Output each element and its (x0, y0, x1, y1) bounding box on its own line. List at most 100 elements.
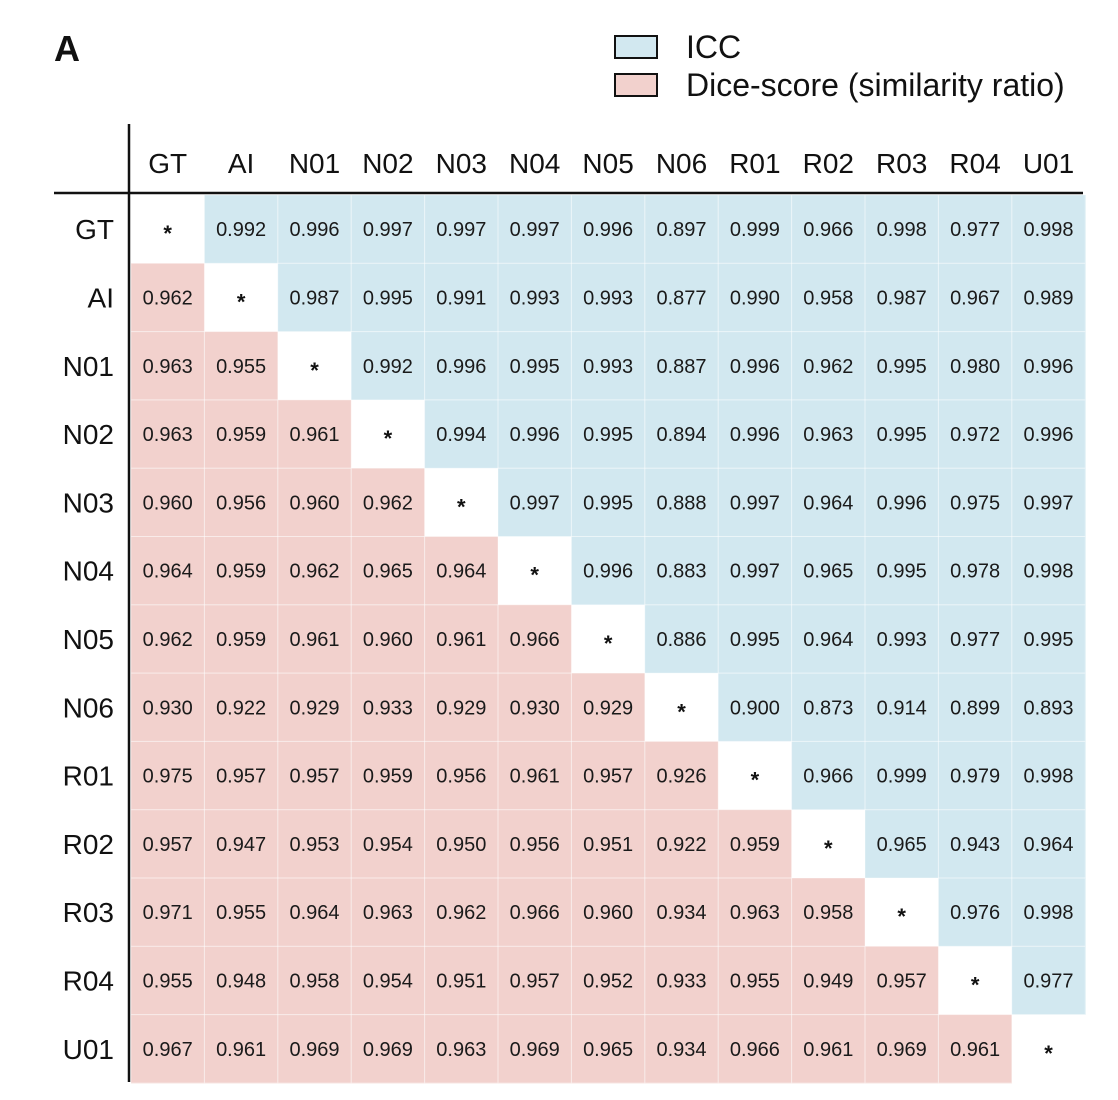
heatmap-cell (865, 331, 939, 401)
cell-border (937, 194, 1013, 264)
row-header: N04 (63, 556, 114, 587)
heatmap-cell (865, 946, 939, 1016)
icc-value-label: 0.977 (950, 219, 1000, 241)
cell-border (277, 536, 352, 606)
heatmap-cell (571, 468, 646, 537)
icc-value-label: 0.992 (363, 356, 413, 378)
cell-border (1011, 809, 1086, 879)
heatmap-cell (644, 741, 719, 811)
heatmap-cell (644, 604, 719, 674)
cell-border (277, 1014, 352, 1084)
heatmap-cell (1011, 946, 1086, 1016)
cell-border (350, 809, 426, 879)
cell-border (864, 672, 939, 742)
column-header: U01 (1023, 148, 1074, 179)
cell-border (717, 604, 793, 674)
cell-border (937, 536, 1013, 606)
heatmap-cell (424, 604, 499, 674)
cell-border (864, 262, 939, 333)
heatmap-cell (277, 331, 352, 401)
icc-value-label: 0.897 (656, 219, 706, 241)
icc-value-label: 0.987 (877, 287, 927, 309)
heatmap-cell (131, 399, 205, 469)
dice-value-label: 0.955 (143, 970, 193, 992)
icc-value-label: 0.873 (803, 697, 853, 719)
heatmap-cell (938, 263, 1013, 333)
cell-border (130, 1014, 205, 1084)
cell-border (644, 262, 719, 333)
cell-border (497, 877, 572, 947)
column-header: N02 (362, 148, 413, 179)
cell-border (1011, 536, 1086, 606)
dice-value-label: 0.959 (216, 561, 266, 583)
icc-value-label: 0.965 (803, 561, 853, 583)
heatmap-cell (865, 1014, 939, 1084)
icc-value-label: 0.993 (877, 629, 927, 651)
cell-border (791, 672, 866, 742)
heatmap-cell (424, 809, 499, 879)
heatmap-cell (938, 878, 1013, 947)
icc-value-label: 0.999 (730, 219, 780, 241)
cell-border (130, 536, 205, 606)
heatmap-cell (131, 741, 205, 811)
dice-value-label: 0.961 (216, 1039, 266, 1061)
heatmap-cell (718, 331, 793, 401)
heatmap-cell (938, 741, 1013, 811)
heatmap-cell (424, 536, 499, 606)
cell-border (791, 536, 866, 606)
dice-value-label: 0.962 (363, 492, 413, 514)
heatmap-cell (865, 878, 939, 947)
icc-value-label: 0.893 (1023, 697, 1073, 719)
diagonal-marker: * (604, 631, 613, 656)
icc-value-label: 0.977 (1023, 970, 1073, 992)
cell-border (277, 194, 352, 264)
heatmap-cell (131, 809, 205, 879)
cell-border (717, 331, 793, 401)
icc-value-label: 0.995 (730, 629, 780, 651)
cell-border (717, 877, 793, 947)
cell-border (203, 740, 279, 811)
row-header: R03 (63, 897, 114, 928)
heatmap-cell (277, 536, 352, 606)
cell-border (130, 740, 205, 811)
diagonal-marker: * (163, 221, 172, 246)
dice-value-label: 0.955 (216, 902, 266, 924)
icc-value-label: 0.993 (510, 287, 560, 309)
heatmap-cell (571, 809, 646, 879)
heatmap-cell (204, 673, 279, 742)
panel-label: A (54, 28, 80, 69)
cell-border (203, 194, 279, 264)
heatmap-cell (644, 536, 719, 606)
dice-value-label: 0.960 (583, 902, 633, 924)
dice-value-label: 0.951 (583, 834, 633, 856)
heatmap-cell (571, 399, 646, 469)
dice-value-label: 0.961 (289, 629, 339, 651)
dice-value-label: 0.963 (143, 356, 193, 378)
dice-value-label: 0.964 (436, 561, 486, 583)
heatmap-cell (498, 195, 572, 264)
cell-border (424, 877, 499, 947)
heatmap-cell (718, 809, 793, 879)
icc-value-label: 0.998 (1023, 219, 1073, 241)
heatmap-cell (424, 195, 499, 264)
heatmap-cell (498, 946, 572, 1016)
cell-border (791, 262, 866, 333)
icc-value-label: 0.966 (803, 219, 853, 241)
dice-value-label: 0.959 (363, 766, 413, 788)
heatmap-cell (938, 536, 1013, 606)
heatmap-cell (204, 263, 279, 333)
dice-value-label: 0.961 (950, 1039, 1000, 1061)
heatmap-cell (1011, 263, 1086, 333)
legend-item-dice: Dice-score (similarity ratio) (614, 66, 1065, 104)
diagonal-marker: * (971, 972, 980, 997)
dice-value-label: 0.962 (436, 902, 486, 924)
dice-value-label: 0.954 (363, 834, 413, 856)
icc-value-label: 0.978 (950, 561, 1000, 583)
cell-border (350, 536, 426, 606)
icc-value-label: 0.995 (363, 287, 413, 309)
heatmap-cell (791, 809, 866, 879)
cell-border (277, 809, 352, 879)
dice-value-label: 0.951 (436, 970, 486, 992)
heatmap-cell (791, 536, 866, 606)
heatmap-cell (938, 331, 1013, 401)
